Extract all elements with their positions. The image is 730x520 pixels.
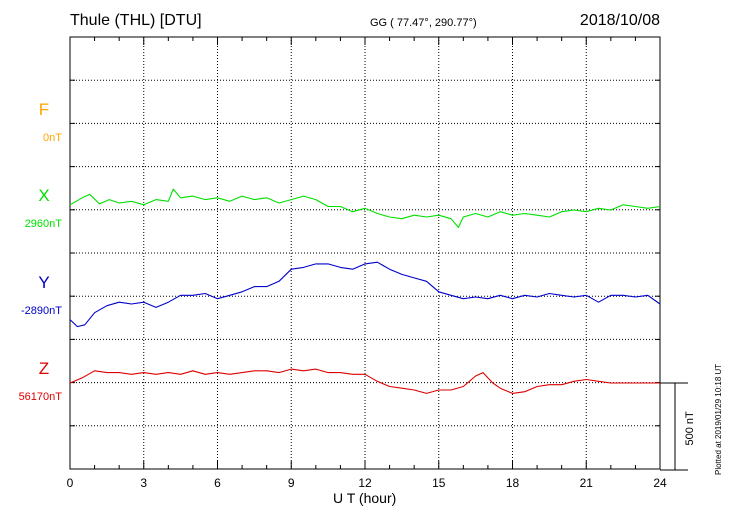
scale-bar-label: 500 nT [684, 411, 696, 446]
chart-date: 2018/10/08 [579, 12, 660, 29]
series-baseline-label-F: 0nT [43, 132, 62, 144]
series-line-X [69, 188, 661, 228]
x-tick-label: 12 [358, 476, 372, 490]
x-axis-label: U T (hour) [333, 490, 397, 506]
x-tick-label: 15 [432, 476, 446, 490]
series-name-Z: Z [39, 359, 49, 378]
series-name-X: X [38, 186, 49, 205]
x-tick-label: 0 [67, 476, 74, 490]
series-name-F: F [39, 100, 49, 119]
series-line-Z [69, 368, 660, 394]
x-tick-label: 18 [506, 476, 520, 490]
series-baseline-label-Z: 56170nT [19, 391, 63, 403]
series-line-Y [69, 261, 661, 328]
x-tick-label: 21 [580, 476, 594, 490]
chart-title: Thule (THL) [DTU] [70, 12, 202, 29]
x-tick-label: 3 [140, 476, 147, 490]
series-name-Y: Y [38, 273, 49, 292]
x-tick-label: 9 [288, 476, 295, 490]
station-coordinates: GG ( 77.47°, 290.77°) [370, 17, 477, 29]
series-baseline-label-X: 2960nT [25, 218, 63, 230]
series-baseline-label-Y: -2890nT [21, 305, 62, 317]
x-tick-label: 6 [214, 476, 221, 490]
x-tick-label: 24 [653, 476, 667, 490]
